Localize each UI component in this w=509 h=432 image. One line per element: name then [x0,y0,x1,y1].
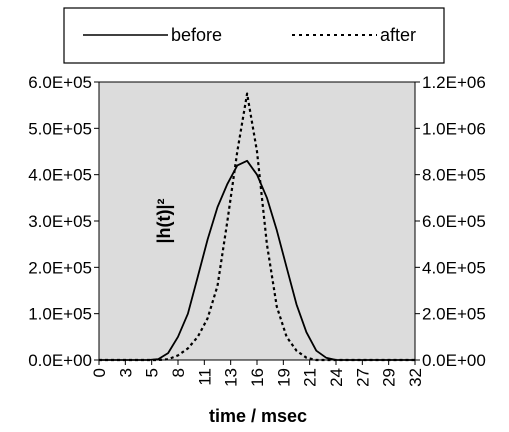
y-left-tick-label: 2.0E+05 [28,258,92,277]
y-left-tick-label: 6.0E+05 [28,73,92,92]
right-axis: 0.0E+00 2.0E+05 4.0E+05 6.0E+05 8.0E+05 1.0E+… [415,73,486,370]
x-tick-label: 3 [116,368,135,377]
y-left-tick-label: 1.0E+05 [28,305,92,324]
series-line-after [99,92,415,362]
x-tick-label: 5 [143,368,162,377]
series-group [99,92,415,362]
y-right-tick-label: 4.0E+05 [422,258,486,277]
x-tick-label: 19 [274,368,293,387]
x-tick-label: 27 [353,368,372,387]
y-left-tick-label: 3.0E+05 [28,212,92,231]
x-axis: 0 3 5 8 11 13 16 19 21 24 27 29 32 [90,360,425,387]
x-tick-label: 11 [195,368,214,386]
legend-label-after: after [380,25,416,45]
x-tick-label: 21 [301,368,320,387]
left-axis: 0.0E+00 1.0E+05 2.0E+05 3.0E+05 4.0E+05 5.0E+… [28,73,99,370]
x-tick-label: 32 [406,368,425,387]
x-tick-label: 24 [327,368,346,387]
x-tick-label: 8 [169,368,188,377]
y-right-tick-label: 1.2E+06 [422,73,486,92]
series-line-before [99,159,415,361]
x-tick-label: 16 [248,368,267,387]
y-left-tick-label: 5.0E+05 [28,119,92,138]
x-axis-title: time / msec [209,406,307,426]
y-right-tick-label: 2.0E+05 [422,305,486,324]
x-tick-label: 29 [380,368,399,387]
y-axis-title: |h(t)|² [154,198,174,243]
legend-label-before: before [171,25,222,45]
y-right-tick-label: 1.0E+06 [422,119,486,138]
y-right-tick-label: 8.0E+05 [422,166,486,185]
x-tick-label: 13 [222,368,241,387]
y-right-tick-label: 6.0E+05 [422,212,486,231]
y-left-tick-label: 0.0E+00 [28,351,92,370]
x-tick-label: 0 [90,368,109,377]
legend: before after [63,7,445,64]
y-left-tick-label: 4.0E+05 [28,166,92,185]
plot-area [98,81,416,361]
y-right-tick-label: 0.0E+00 [422,351,486,370]
